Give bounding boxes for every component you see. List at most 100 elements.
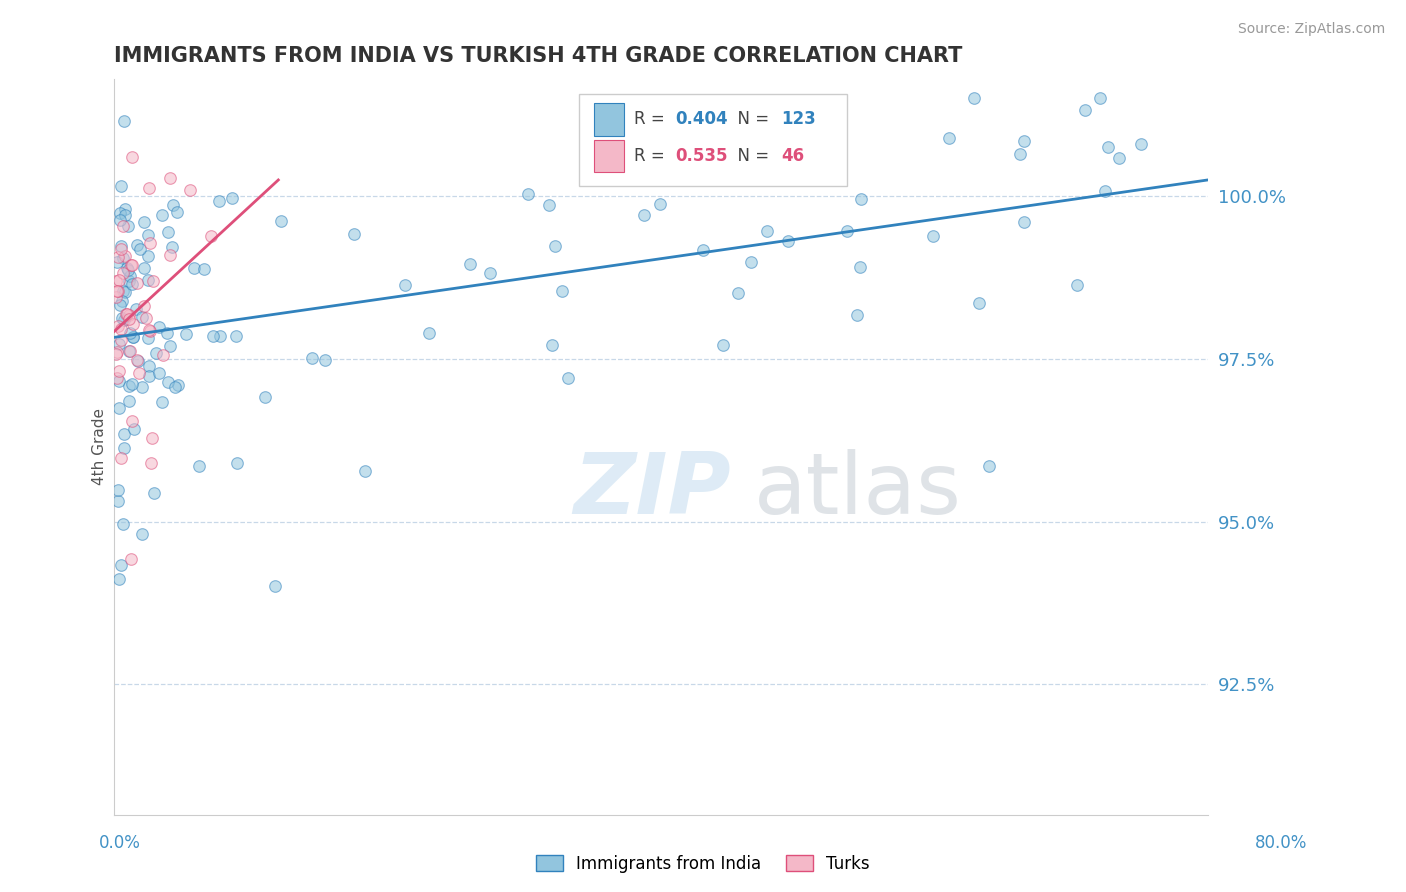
Point xyxy=(692,243,714,257)
Point xyxy=(114,202,136,217)
Point xyxy=(188,458,211,473)
Point xyxy=(110,238,132,252)
Point xyxy=(756,224,779,238)
Point xyxy=(163,379,186,393)
Point xyxy=(117,263,139,277)
Point xyxy=(108,273,131,287)
Text: N =: N = xyxy=(727,147,775,165)
Point xyxy=(111,285,134,299)
Point xyxy=(125,276,148,290)
Point xyxy=(162,240,184,254)
Point xyxy=(179,183,201,197)
Point xyxy=(776,235,799,249)
Point xyxy=(117,219,139,233)
Point xyxy=(141,431,163,445)
Point xyxy=(121,317,143,331)
Point xyxy=(131,380,153,394)
Point xyxy=(108,364,131,378)
Point xyxy=(110,558,132,573)
Point xyxy=(517,186,540,201)
Point xyxy=(1008,146,1031,161)
Point xyxy=(633,208,655,222)
Point xyxy=(108,298,131,312)
Point xyxy=(132,215,155,229)
Point xyxy=(107,284,129,298)
Point xyxy=(122,421,145,435)
Point xyxy=(1074,103,1097,117)
Point xyxy=(131,526,153,541)
Point xyxy=(1094,185,1116,199)
Point xyxy=(963,91,986,105)
Point xyxy=(111,219,134,233)
Point xyxy=(159,248,181,262)
Point xyxy=(846,308,869,322)
Point xyxy=(111,266,134,280)
Text: 123: 123 xyxy=(782,111,815,128)
Point xyxy=(114,249,136,263)
Point xyxy=(105,255,128,269)
Point xyxy=(111,293,134,308)
Point xyxy=(104,290,127,304)
Point xyxy=(107,251,129,265)
Point xyxy=(270,213,292,227)
Point xyxy=(118,308,141,322)
Point xyxy=(118,344,141,359)
Point xyxy=(127,354,149,368)
Point xyxy=(138,368,160,383)
Point xyxy=(139,324,162,338)
Point xyxy=(120,258,142,272)
Point xyxy=(1097,140,1119,154)
Point xyxy=(394,277,416,292)
Point xyxy=(152,348,174,362)
Point xyxy=(129,242,152,256)
Point xyxy=(159,339,181,353)
Point xyxy=(107,319,129,334)
Point xyxy=(121,149,143,163)
Point xyxy=(115,307,138,321)
Point xyxy=(225,456,247,470)
Point xyxy=(111,516,134,531)
Point xyxy=(112,252,135,266)
Point xyxy=(967,295,990,310)
Point xyxy=(138,181,160,195)
Point xyxy=(537,198,560,212)
Point xyxy=(162,198,184,212)
Point xyxy=(121,377,143,392)
Point xyxy=(156,225,179,239)
Text: 46: 46 xyxy=(782,147,804,165)
Point xyxy=(159,170,181,185)
Point xyxy=(110,450,132,465)
Point xyxy=(135,311,157,326)
Point xyxy=(264,579,287,593)
Point xyxy=(544,239,567,253)
Point xyxy=(132,260,155,275)
Point xyxy=(713,337,735,351)
Point xyxy=(143,486,166,500)
Text: N =: N = xyxy=(727,111,775,128)
Point xyxy=(148,320,170,334)
Point xyxy=(221,191,243,205)
Point xyxy=(136,227,159,242)
Text: Source: ZipAtlas.com: Source: ZipAtlas.com xyxy=(1237,22,1385,37)
Point xyxy=(136,331,159,345)
Point xyxy=(105,284,128,298)
FancyBboxPatch shape xyxy=(595,140,624,172)
Point xyxy=(108,573,131,587)
Point xyxy=(108,206,131,220)
Point xyxy=(193,261,215,276)
Point xyxy=(145,346,167,360)
Point xyxy=(174,326,197,341)
Point xyxy=(922,228,945,243)
FancyBboxPatch shape xyxy=(595,103,624,136)
Point xyxy=(118,378,141,392)
Point xyxy=(849,260,872,275)
Point xyxy=(114,285,136,299)
Point xyxy=(122,330,145,344)
Point xyxy=(1012,134,1035,148)
Point xyxy=(478,266,501,280)
Point xyxy=(125,301,148,316)
Point xyxy=(740,254,762,268)
Point xyxy=(112,426,135,441)
Point xyxy=(105,371,128,385)
Point xyxy=(114,209,136,223)
